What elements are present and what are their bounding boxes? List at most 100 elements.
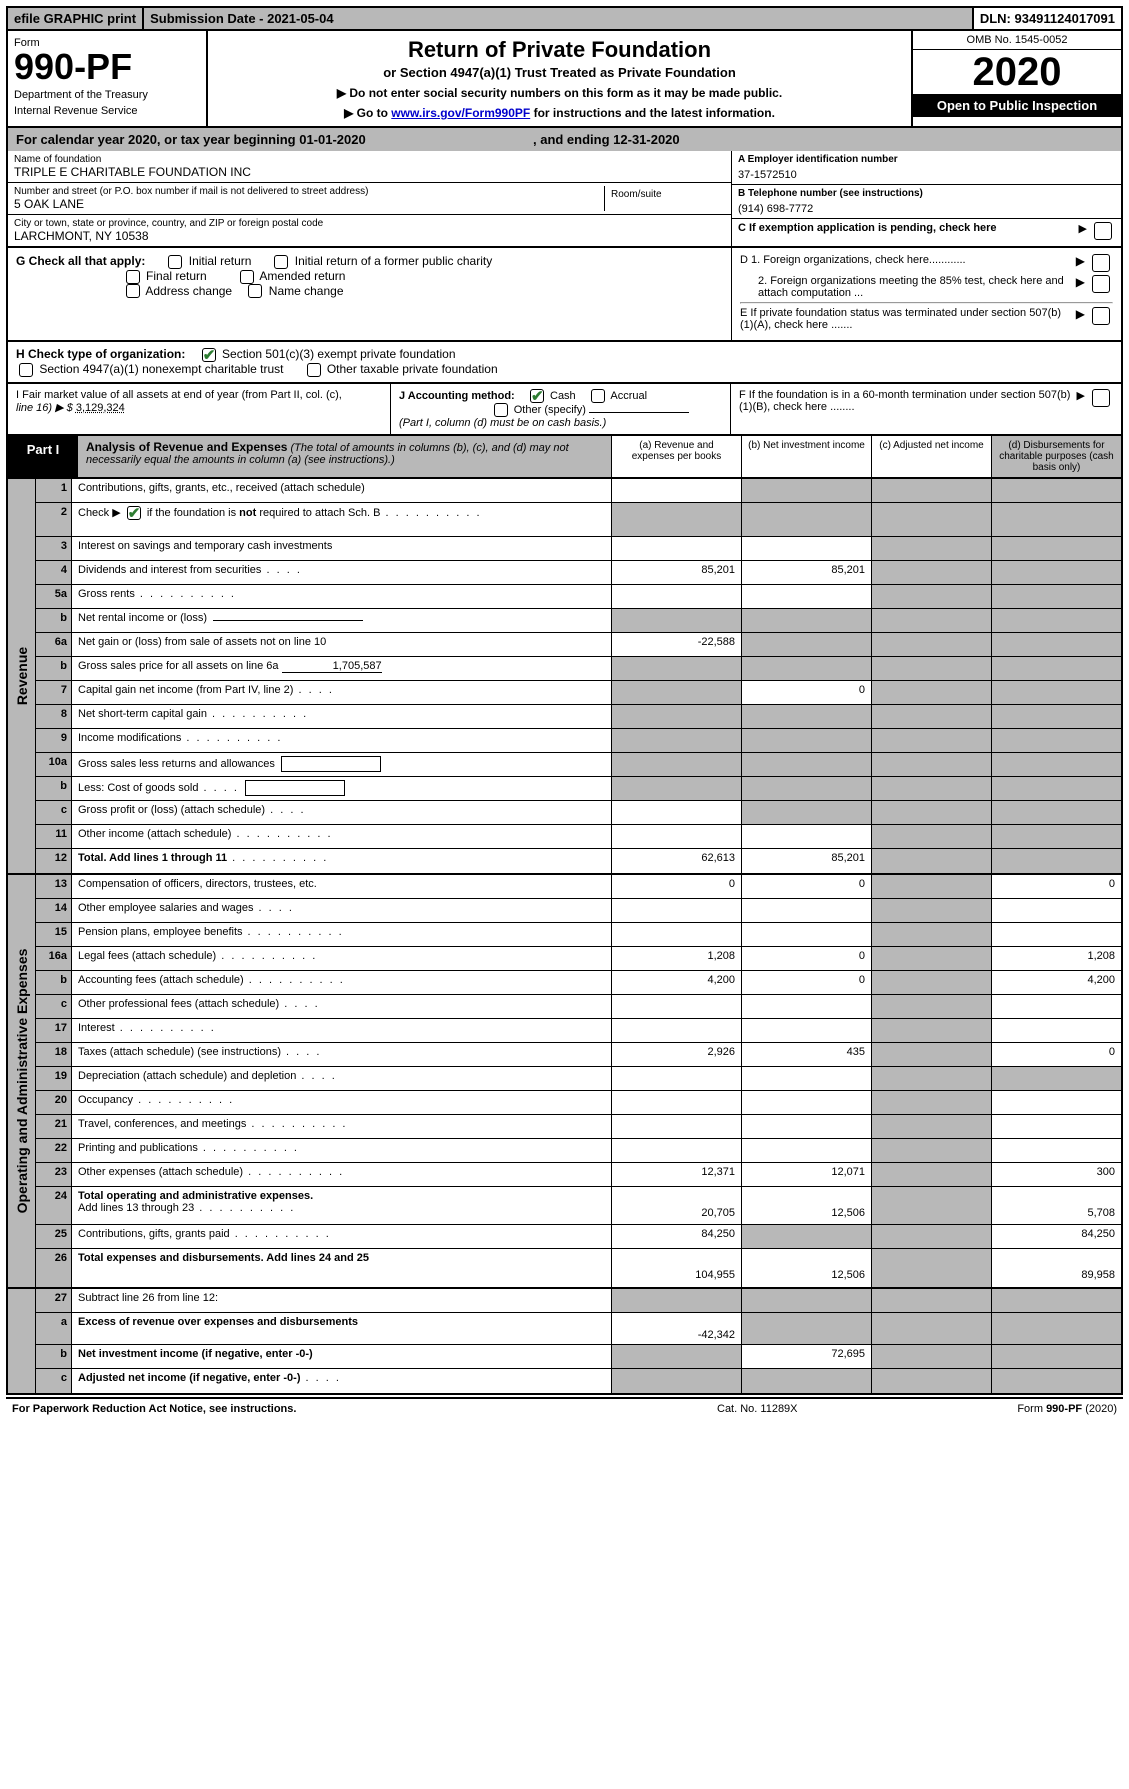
g-former-checkbox[interactable] xyxy=(274,255,288,269)
g-amended: Amended return xyxy=(259,269,345,283)
e-label: E If private foundation status was termi… xyxy=(740,307,1072,331)
foundation-name-cell: Name of foundation TRIPLE E CHARITABLE F… xyxy=(8,151,731,183)
table-row: 16aLegal fees (attach schedule)1,20801,2… xyxy=(36,947,1121,971)
header-right: OMB No. 1545-0052 2020 Open to Public In… xyxy=(911,31,1121,126)
h-4947-checkbox[interactable] xyxy=(19,363,33,377)
table-row: 6aNet gain or (loss) from sale of assets… xyxy=(36,633,1121,657)
table-row: aExcess of revenue over expenses and dis… xyxy=(36,1313,1121,1345)
f-checkbox[interactable] xyxy=(1092,389,1110,407)
r2-checkbox[interactable] xyxy=(127,506,141,520)
i-label: I Fair market value of all assets at end… xyxy=(16,389,342,401)
r2-c: required to attach Sch. B xyxy=(256,507,380,519)
table-row: 23Other expenses (attach schedule)12,371… xyxy=(36,1163,1121,1187)
part1-header: Part I Analysis of Revenue and Expenses … xyxy=(6,436,1123,479)
j-cash-checkbox[interactable] xyxy=(530,389,544,403)
i-line: line 16) ▶ $ xyxy=(16,402,73,414)
arrow-icon: ▶ xyxy=(1079,222,1087,235)
table-row: cOther professional fees (attach schedul… xyxy=(36,995,1121,1019)
g-final-checkbox[interactable] xyxy=(126,270,140,284)
city-cell: City or town, state or province, country… xyxy=(8,215,731,246)
g-initial-checkbox[interactable] xyxy=(168,255,182,269)
form-subtitle: or Section 4947(a)(1) Trust Treated as P… xyxy=(218,65,901,80)
h-501c3-checkbox[interactable] xyxy=(202,348,216,362)
table-row: cAdjusted net income (if negative, enter… xyxy=(36,1369,1121,1393)
part1-desc: Analysis of Revenue and Expenses (The to… xyxy=(78,436,611,477)
h-label: H Check type of organization: xyxy=(16,347,185,361)
table-row: 27Subtract line 26 from line 12: xyxy=(36,1289,1121,1313)
note-goto-a: ▶ Go to xyxy=(344,106,391,120)
table-row: 20Occupancy xyxy=(36,1091,1121,1115)
note-goto-b: for instructions and the latest informat… xyxy=(530,106,775,120)
e-checkbox[interactable] xyxy=(1092,307,1110,325)
tax-year: 2020 xyxy=(913,50,1121,94)
r6b-value: 1,705,587 xyxy=(333,660,382,672)
table-row: 12Total. Add lines 1 through 1162,61385,… xyxy=(36,849,1121,873)
header-mid: Return of Private Foundation or Section … xyxy=(208,31,911,126)
name-label: Name of foundation xyxy=(14,154,725,165)
room-label: Room/suite xyxy=(611,189,719,200)
table-row: 14Other employee salaries and wages xyxy=(36,899,1121,923)
r2-a: Check ▶ xyxy=(78,507,124,519)
phone: (914) 698-7772 xyxy=(738,199,1115,215)
open-inspection: Open to Public Inspection xyxy=(913,94,1121,117)
table-row: 9Income modifications xyxy=(36,729,1121,753)
h-other: Other taxable private foundation xyxy=(327,362,498,376)
addr-label: Number and street (or P.O. box number if… xyxy=(14,186,604,197)
address-cell: Number and street (or P.O. box number if… xyxy=(8,183,731,215)
h-other-checkbox[interactable] xyxy=(307,363,321,377)
table-row: bLess: Cost of goods sold xyxy=(36,777,1121,801)
i-value: 3,129,324 xyxy=(76,402,125,414)
j-note: (Part I, column (d) must be on cash basi… xyxy=(399,417,606,429)
part1-label: Part I xyxy=(8,436,78,477)
table-row: 3Interest on savings and temporary cash … xyxy=(36,537,1121,561)
city: LARCHMONT, NY 10538 xyxy=(14,229,725,243)
arrow-icon: ▶ xyxy=(1077,389,1085,402)
table-row: 11Other income (attach schedule) xyxy=(36,825,1121,849)
table-row: 10aGross sales less returns and allowanc… xyxy=(36,753,1121,777)
revenue-side-label: Revenue xyxy=(8,479,36,873)
ein-cell: A Employer identification number 37-1572… xyxy=(732,151,1121,185)
j-other-checkbox[interactable] xyxy=(494,403,508,417)
d1-checkbox[interactable] xyxy=(1092,254,1110,272)
g-amended-checkbox[interactable] xyxy=(240,270,254,284)
f-label: F If the foundation is in a 60-month ter… xyxy=(739,389,1073,413)
j-other: Other (specify) xyxy=(514,404,586,416)
g-name-checkbox[interactable] xyxy=(248,284,262,298)
cal-end: , and ending 12-31-2020 xyxy=(533,132,680,147)
column-headers: (a) Revenue and expenses per books (b) N… xyxy=(611,436,1121,477)
j-cash: Cash xyxy=(550,390,576,402)
arrow-icon: ▶ xyxy=(1076,307,1085,321)
page-footer: For Paperwork Reduction Act Notice, see … xyxy=(6,1397,1123,1419)
g-former: Initial return of a former public charit… xyxy=(295,254,492,268)
h-501c3: Section 501(c)(3) exempt private foundat… xyxy=(222,347,455,361)
g-final: Final return xyxy=(146,269,207,283)
header-left: Form 990-PF Department of the Treasury I… xyxy=(8,31,208,126)
ijf-row: I Fair market value of all assets at end… xyxy=(6,384,1123,436)
phone-label: B Telephone number (see instructions) xyxy=(738,188,1115,199)
j-section: J Accounting method: Cash Accrual Other … xyxy=(391,384,731,434)
table-row: 4Dividends and interest from securities8… xyxy=(36,561,1121,585)
f-section: F If the foundation is in a 60-month ter… xyxy=(731,384,1121,434)
line27-table: 27Subtract line 26 from line 12: aExcess… xyxy=(6,1289,1123,1395)
footer-right: Form 990-PF (2020) xyxy=(917,1403,1117,1415)
table-row: 15Pension plans, employee benefits xyxy=(36,923,1121,947)
ein-label: A Employer identification number xyxy=(738,154,1115,165)
table-row: cGross profit or (loss) (attach schedule… xyxy=(36,801,1121,825)
table-row: 19Depreciation (attach schedule) and dep… xyxy=(36,1067,1121,1091)
city-label: City or town, state or province, country… xyxy=(14,218,725,229)
irs-link[interactable]: www.irs.gov/Form990PF xyxy=(391,106,530,120)
c-checkbox[interactable] xyxy=(1094,222,1112,240)
j-accrual: Accrual xyxy=(610,390,647,402)
table-row: 5aGross rents xyxy=(36,585,1121,609)
foundation-name: TRIPLE E CHARITABLE FOUNDATION INC xyxy=(14,165,725,179)
table-row: 24Total operating and administrative exp… xyxy=(36,1187,1121,1225)
r2-bold: not xyxy=(239,507,256,519)
g-label: G Check all that apply: xyxy=(16,254,145,268)
d1-label: D 1. Foreign organizations, check here..… xyxy=(740,254,1072,266)
cal-begin: For calendar year 2020, or tax year begi… xyxy=(16,132,366,147)
j-accrual-checkbox[interactable] xyxy=(591,389,605,403)
info-block: Name of foundation TRIPLE E CHARITABLE F… xyxy=(6,151,1123,248)
d2-label: 2. Foreign organizations meeting the 85%… xyxy=(740,275,1072,299)
d2-checkbox[interactable] xyxy=(1092,275,1110,293)
g-addr-checkbox[interactable] xyxy=(126,284,140,298)
